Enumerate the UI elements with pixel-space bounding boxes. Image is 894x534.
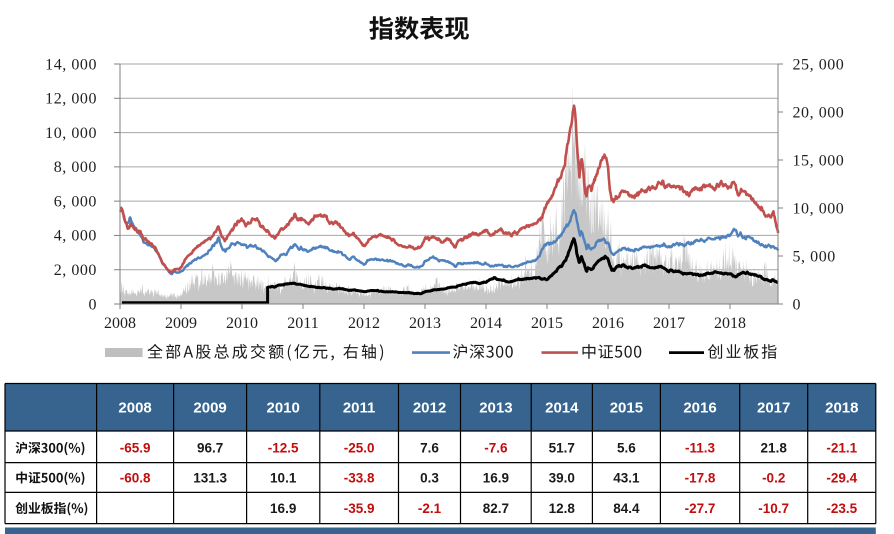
svg-text:14, 000: 14, 000 — [45, 56, 97, 73]
svg-text:-27.7: -27.7 — [685, 501, 716, 516]
svg-text:12, 000: 12, 000 — [45, 91, 97, 108]
svg-text:10, 000: 10, 000 — [793, 200, 845, 217]
svg-text:-2.1: -2.1 — [418, 501, 442, 516]
svg-text:5.6: 5.6 — [617, 441, 636, 456]
svg-text:2014: 2014 — [470, 315, 502, 332]
svg-text:84.4: 84.4 — [613, 501, 640, 516]
svg-text:2012: 2012 — [348, 315, 380, 332]
svg-text:6, 000: 6, 000 — [54, 193, 97, 210]
svg-text:-21.1: -21.1 — [826, 441, 857, 456]
svg-text:2012: 2012 — [413, 400, 446, 417]
svg-text:8, 000: 8, 000 — [54, 159, 97, 176]
svg-text:16.9: 16.9 — [483, 470, 509, 485]
svg-text:-33.8: -33.8 — [344, 470, 375, 485]
svg-text:-29.4: -29.4 — [826, 470, 857, 485]
svg-text:0: 0 — [88, 296, 97, 313]
svg-text:-7.6: -7.6 — [484, 441, 508, 456]
svg-text:2018: 2018 — [825, 400, 858, 417]
svg-text:2018: 2018 — [714, 315, 746, 332]
svg-text:-23.5: -23.5 — [826, 501, 857, 516]
svg-text:2008: 2008 — [104, 315, 136, 332]
svg-text:12.8: 12.8 — [549, 501, 576, 516]
svg-text:2008: 2008 — [118, 400, 151, 417]
svg-text:2009: 2009 — [193, 400, 226, 417]
svg-text:51.7: 51.7 — [549, 441, 575, 456]
svg-text:2017: 2017 — [757, 400, 790, 417]
svg-text:2015: 2015 — [531, 315, 563, 332]
svg-text:16.9: 16.9 — [270, 501, 296, 516]
svg-text:2010: 2010 — [226, 315, 258, 332]
svg-text:2013: 2013 — [409, 315, 441, 332]
svg-text:2017: 2017 — [653, 315, 685, 332]
svg-text:5, 000: 5, 000 — [793, 248, 836, 265]
svg-text:0: 0 — [793, 296, 802, 313]
svg-text:2015: 2015 — [610, 400, 643, 417]
svg-text:0.3: 0.3 — [420, 470, 439, 485]
svg-text:82.7: 82.7 — [483, 501, 509, 516]
svg-text:25, 000: 25, 000 — [793, 56, 845, 73]
svg-text:39.0: 39.0 — [549, 470, 575, 485]
svg-text:20, 000: 20, 000 — [793, 104, 845, 121]
svg-text:4, 000: 4, 000 — [54, 228, 97, 245]
svg-text:-17.8: -17.8 — [685, 470, 716, 485]
svg-text:131.3: 131.3 — [193, 470, 227, 485]
svg-text:2, 000: 2, 000 — [54, 262, 97, 279]
svg-text:-12.5: -12.5 — [268, 441, 299, 456]
svg-text:96.7: 96.7 — [197, 441, 223, 456]
svg-text:2011: 2011 — [343, 400, 376, 417]
svg-text:-60.8: -60.8 — [120, 470, 151, 485]
svg-text:2016: 2016 — [683, 400, 716, 417]
svg-text:21.8: 21.8 — [761, 441, 788, 456]
svg-text:7.6: 7.6 — [420, 441, 439, 456]
svg-text:-35.9: -35.9 — [344, 501, 375, 516]
svg-text:43.1: 43.1 — [613, 470, 640, 485]
svg-text:2009: 2009 — [165, 315, 197, 332]
svg-text:-10.7: -10.7 — [758, 501, 789, 516]
svg-text:2014: 2014 — [545, 400, 579, 417]
svg-text:10, 000: 10, 000 — [45, 125, 97, 142]
svg-text:-65.9: -65.9 — [120, 441, 151, 456]
svg-text:-25.0: -25.0 — [344, 441, 375, 456]
svg-text:2016: 2016 — [592, 315, 624, 332]
svg-text:2011: 2011 — [287, 315, 318, 332]
svg-text:15, 000: 15, 000 — [793, 152, 845, 169]
svg-text:10.1: 10.1 — [270, 470, 297, 485]
svg-text:2013: 2013 — [479, 400, 512, 417]
svg-text:-11.3: -11.3 — [685, 441, 716, 456]
svg-text:-0.2: -0.2 — [762, 470, 785, 485]
svg-text:2010: 2010 — [267, 400, 300, 417]
